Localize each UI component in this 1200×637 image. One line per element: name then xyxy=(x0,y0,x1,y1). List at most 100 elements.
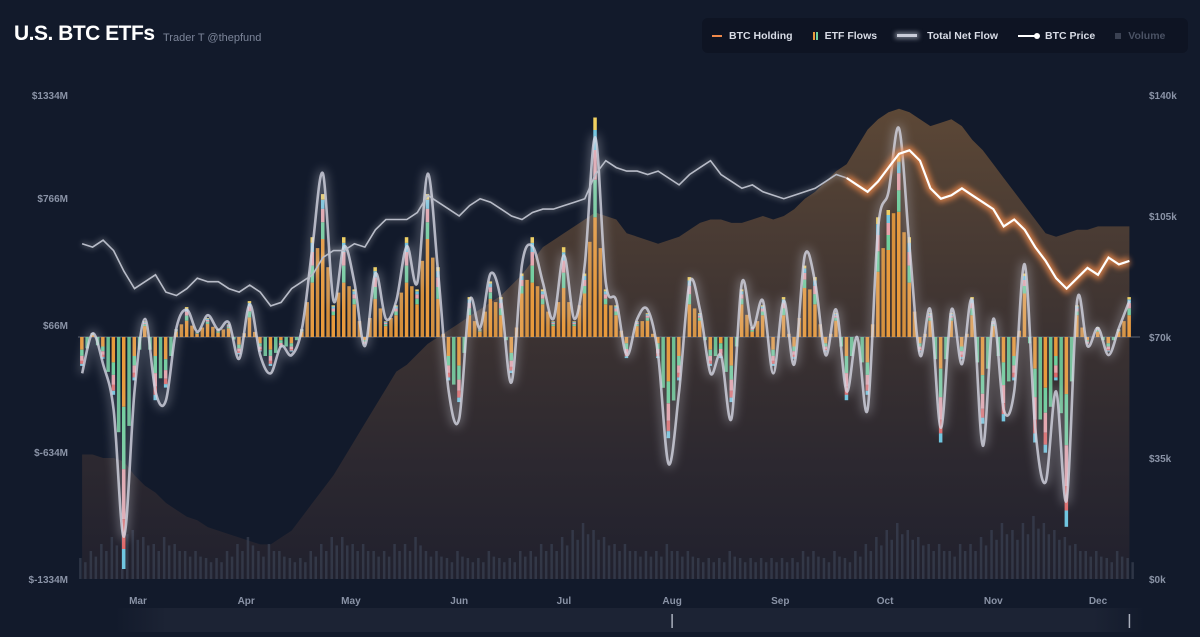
etf-flow-bar[interactable] xyxy=(493,302,498,337)
legend-item-etf-flows[interactable]: ETF Flows xyxy=(812,30,877,42)
etf-flow-bar[interactable] xyxy=(661,337,665,388)
etf-flow-bar[interactable] xyxy=(572,321,576,337)
volume-bar xyxy=(906,530,909,579)
navigator-track[interactable] xyxy=(115,608,1145,632)
flow-segment xyxy=(1054,337,1058,356)
etf-flow-bar[interactable] xyxy=(535,286,540,337)
etf-flow-bar[interactable] xyxy=(410,286,414,337)
net-flow-line[interactable] xyxy=(80,126,1131,538)
etf-flow-bar[interactable] xyxy=(472,321,477,337)
btc-price-line-highlight[interactable] xyxy=(846,149,1130,291)
etf-flow-bar[interactable] xyxy=(274,337,278,353)
etf-flow-bar[interactable] xyxy=(609,305,613,337)
etf-flow-bar[interactable] xyxy=(886,210,891,337)
legend-item-btc-price[interactable]: BTC Price xyxy=(1018,30,1095,42)
etf-flow-bar[interactable] xyxy=(305,302,309,337)
etf-flow-bar[interactable] xyxy=(116,337,121,433)
etf-flow-bar[interactable] xyxy=(326,267,330,337)
volume-bar xyxy=(738,558,742,579)
volume-bar xyxy=(372,551,375,579)
btc-price-line[interactable] xyxy=(81,159,847,307)
flow-segment xyxy=(1043,412,1048,433)
etf-flow-bar[interactable] xyxy=(525,279,529,337)
etf-flow-bar[interactable] xyxy=(671,337,676,401)
volume-bar xyxy=(655,551,658,579)
legend-label: Total Net Flow xyxy=(927,29,999,42)
etf-flow-bar[interactable] xyxy=(127,337,131,426)
etf-flow-bar[interactable] xyxy=(598,248,603,337)
volume-bar xyxy=(864,544,868,579)
etf-flow-bar[interactable] xyxy=(378,308,383,337)
etf-flow-bar[interactable] xyxy=(415,289,419,337)
etf-flow-bar[interactable] xyxy=(284,337,288,347)
etf-flow-bar[interactable] xyxy=(692,308,697,337)
volume-bar xyxy=(880,545,883,579)
volume-bar xyxy=(398,551,401,579)
volume-bar xyxy=(335,545,338,579)
etf-flow-bar[interactable] xyxy=(1038,337,1043,420)
etf-flow-bar[interactable] xyxy=(1043,337,1048,453)
volume-bar xyxy=(1131,562,1134,579)
flow-segment xyxy=(897,173,901,191)
etf-flow-bar[interactable] xyxy=(263,337,268,356)
etf-flow-bar[interactable] xyxy=(106,337,110,372)
etf-flow-bar[interactable] xyxy=(551,321,555,337)
etf-flow-bar[interactable] xyxy=(483,311,487,337)
etf-flow-bar[interactable] xyxy=(891,213,896,337)
etf-flow-bar[interactable] xyxy=(897,154,901,338)
etf-flow-bar[interactable] xyxy=(713,337,718,356)
volume-bar xyxy=(754,562,757,579)
etf-flow-bar[interactable] xyxy=(1122,321,1126,337)
etf-flow-bar[interactable] xyxy=(902,232,906,337)
etf-flow-bar[interactable] xyxy=(347,286,351,337)
flow-segment xyxy=(561,247,566,253)
volume-bar xyxy=(136,539,139,579)
etf-flow-bar[interactable] xyxy=(546,311,550,337)
etf-flow-bar[interactable] xyxy=(179,324,184,337)
etf-flow-bar[interactable] xyxy=(452,337,456,385)
etf-flow-bar[interactable] xyxy=(158,337,163,379)
legend-item-btc-holding[interactable]: BTC Holding xyxy=(712,30,793,42)
etf-flow-bar[interactable] xyxy=(315,248,320,337)
legend-item-total-net-flow[interactable]: Total Net Flow xyxy=(897,30,998,42)
etf-flow-bar[interactable] xyxy=(556,302,561,337)
etf-flow-bar[interactable] xyxy=(755,321,760,337)
flow-segment xyxy=(321,239,325,337)
etf-flow-bar[interactable] xyxy=(745,314,749,337)
etf-flow-bar[interactable] xyxy=(1059,337,1063,414)
flow-segment xyxy=(509,337,513,353)
etf-flow-bar[interactable] xyxy=(221,329,226,337)
etf-flow-bar[interactable] xyxy=(666,337,671,439)
etf-flow-bar[interactable] xyxy=(200,327,205,338)
etf-flow-bar[interactable] xyxy=(881,248,885,337)
etf-flow-bar[interactable] xyxy=(808,289,812,337)
navigator[interactable] xyxy=(115,608,1145,632)
etf-flow-bar[interactable] xyxy=(1007,337,1011,382)
etf-flow-bar[interactable] xyxy=(420,260,425,337)
etf-flow-bar[interactable] xyxy=(431,257,435,337)
volume-bar xyxy=(110,537,114,579)
etf-flow-bar[interactable] xyxy=(567,302,571,337)
legend-item-volume[interactable]: Volume xyxy=(1115,30,1165,42)
etf-flow-bar[interactable] xyxy=(190,325,194,337)
flow-segment xyxy=(321,208,325,223)
etf-flow-bar[interactable] xyxy=(399,292,404,337)
etf-flow-bar[interactable] xyxy=(1054,337,1058,381)
etf-flow-bar[interactable] xyxy=(268,337,273,366)
author-credit: Trader T @thepfund xyxy=(163,32,262,44)
etf-flow-bar[interactable] xyxy=(724,337,728,372)
etf-flow-bar[interactable] xyxy=(389,318,393,337)
etf-flow-bar[interactable] xyxy=(640,321,645,337)
flow-segment xyxy=(551,322,555,325)
etf-flow-bar[interactable] xyxy=(588,241,592,337)
etf-flow-bar[interactable] xyxy=(331,305,336,337)
etf-flow-bar[interactable] xyxy=(211,326,215,337)
volume-layer xyxy=(79,516,1134,579)
etf-flow-bar[interactable] xyxy=(577,305,582,337)
volume-bar xyxy=(534,556,537,579)
flow-segment xyxy=(132,337,136,356)
etf-flow-bar[interactable] xyxy=(1048,337,1053,407)
volume-bar xyxy=(697,558,700,579)
etf-flow-bar[interactable] xyxy=(336,292,341,337)
